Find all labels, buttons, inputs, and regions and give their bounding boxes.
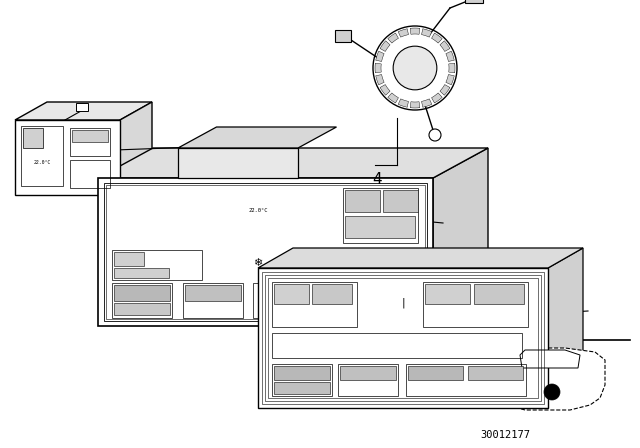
Bar bbox=[19, 124, 116, 191]
Polygon shape bbox=[410, 102, 420, 108]
Bar bbox=[343, 188, 418, 243]
Bar bbox=[253, 283, 313, 318]
Polygon shape bbox=[431, 93, 442, 103]
Polygon shape bbox=[258, 248, 583, 268]
Bar bbox=[408, 366, 463, 380]
Polygon shape bbox=[258, 268, 548, 408]
Polygon shape bbox=[440, 85, 450, 95]
Polygon shape bbox=[422, 99, 432, 107]
Bar bbox=[338, 364, 398, 396]
Polygon shape bbox=[15, 120, 120, 195]
Polygon shape bbox=[98, 178, 433, 326]
Polygon shape bbox=[440, 41, 450, 52]
Bar bbox=[112, 283, 172, 318]
Bar bbox=[70, 160, 110, 188]
Text: 2: 2 bbox=[380, 208, 390, 224]
Polygon shape bbox=[410, 28, 420, 34]
Bar bbox=[272, 364, 332, 396]
Polygon shape bbox=[548, 248, 583, 408]
Bar bbox=[465, 0, 483, 3]
Text: 3: 3 bbox=[515, 309, 525, 323]
Bar bbox=[345, 190, 380, 212]
Bar bbox=[72, 130, 108, 142]
Bar bbox=[23, 128, 43, 148]
Bar bbox=[423, 282, 528, 327]
Polygon shape bbox=[376, 51, 384, 61]
Polygon shape bbox=[380, 85, 390, 95]
Circle shape bbox=[544, 384, 560, 400]
Polygon shape bbox=[375, 63, 381, 73]
Bar bbox=[272, 282, 357, 327]
Bar bbox=[335, 30, 351, 42]
Bar bbox=[21, 126, 63, 186]
Text: 4: 4 bbox=[372, 172, 382, 188]
Bar bbox=[474, 284, 524, 304]
Polygon shape bbox=[120, 102, 152, 195]
Text: |: | bbox=[401, 298, 405, 308]
Text: 1: 1 bbox=[262, 138, 271, 152]
Circle shape bbox=[429, 129, 441, 141]
Polygon shape bbox=[380, 41, 390, 52]
Text: 22.0°C: 22.0°C bbox=[248, 207, 268, 212]
Circle shape bbox=[393, 46, 437, 90]
Polygon shape bbox=[431, 33, 442, 43]
Bar bbox=[114, 285, 170, 301]
Bar bbox=[328, 283, 408, 318]
Polygon shape bbox=[15, 102, 152, 120]
Bar bbox=[274, 366, 330, 380]
Bar bbox=[340, 366, 396, 380]
Bar bbox=[468, 366, 523, 380]
Bar bbox=[70, 128, 110, 156]
Polygon shape bbox=[500, 348, 605, 410]
Bar bbox=[274, 382, 330, 394]
Bar bbox=[312, 284, 352, 304]
Bar bbox=[272, 333, 522, 358]
Bar bbox=[262, 272, 544, 404]
Bar bbox=[345, 216, 415, 238]
Bar bbox=[274, 284, 309, 304]
Polygon shape bbox=[98, 148, 488, 178]
Bar bbox=[183, 283, 243, 318]
Polygon shape bbox=[446, 74, 454, 85]
Bar bbox=[425, 284, 470, 304]
Bar bbox=[76, 103, 88, 111]
Polygon shape bbox=[398, 99, 408, 107]
Polygon shape bbox=[422, 29, 432, 37]
Polygon shape bbox=[388, 33, 399, 43]
Bar bbox=[265, 275, 541, 401]
Bar bbox=[112, 250, 202, 280]
Polygon shape bbox=[433, 148, 488, 326]
Bar bbox=[104, 183, 427, 321]
Polygon shape bbox=[449, 63, 455, 73]
Polygon shape bbox=[446, 51, 454, 61]
Polygon shape bbox=[178, 148, 298, 178]
Polygon shape bbox=[398, 29, 408, 37]
Polygon shape bbox=[520, 350, 580, 368]
Text: ❄: ❄ bbox=[253, 258, 262, 268]
Polygon shape bbox=[376, 74, 384, 85]
Text: 22.0°C: 22.0°C bbox=[33, 159, 51, 164]
Polygon shape bbox=[178, 127, 337, 148]
Circle shape bbox=[373, 26, 457, 110]
Bar bbox=[406, 364, 526, 396]
Bar bbox=[106, 185, 425, 319]
Text: 30012177: 30012177 bbox=[480, 430, 530, 440]
Bar bbox=[114, 268, 169, 278]
Bar bbox=[330, 285, 365, 315]
Bar bbox=[268, 278, 538, 398]
Bar bbox=[114, 303, 170, 315]
Bar bbox=[114, 252, 144, 266]
Bar bbox=[383, 190, 418, 212]
Bar bbox=[185, 285, 241, 301]
Polygon shape bbox=[388, 93, 399, 103]
